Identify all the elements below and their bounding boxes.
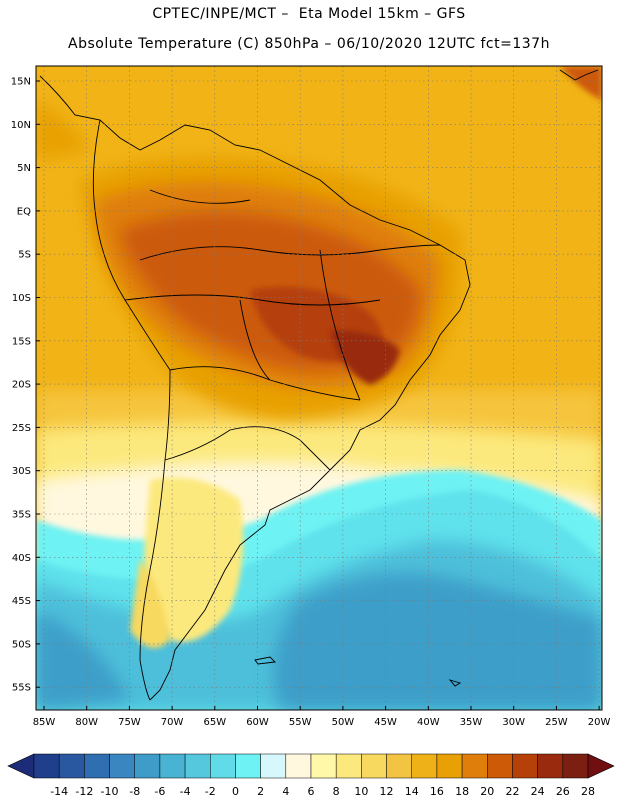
- colorbar-label: 2: [257, 785, 264, 798]
- colorbar-swatch: [58, 753, 85, 779]
- lat-label: 5N: [17, 163, 31, 174]
- temperature-field: [36, 66, 602, 710]
- colorbar-swatch: [260, 753, 287, 779]
- colorbar-label: 28: [581, 785, 595, 798]
- lat-label: 30S: [12, 466, 31, 477]
- colorbar-label: -2: [205, 785, 216, 798]
- latitude-labels: 15N 10N 5N EQ 5S 10S 15S 20S 25S 30S 35S 40S 45S 50S 5…: [11, 77, 40, 694]
- lon-label: 30W: [502, 717, 525, 728]
- lon-label: 70W: [161, 717, 184, 728]
- colorbar-right-arrow: [587, 753, 615, 779]
- colorbar-swatch: [487, 753, 513, 779]
- colorbar-label: 14: [405, 785, 419, 798]
- colorbar-swatch: [84, 753, 110, 779]
- lon-label: 80W: [75, 717, 98, 728]
- lon-label: 40W: [417, 717, 440, 728]
- lon-label: 25W: [545, 717, 568, 728]
- colorbar-swatch: [109, 753, 135, 779]
- lat-label: 40S: [12, 553, 31, 564]
- lon-label: 45W: [374, 717, 397, 728]
- colorbar-label: 18: [455, 785, 469, 798]
- colorbar-swatch: [210, 753, 236, 779]
- colorbar: -14 -12 -10 -8 -6 -4 -2 0 2 4 6 8 10 12 14 16 18 20 22 24 26…: [7, 753, 615, 798]
- colorbar-swatch: [134, 753, 161, 779]
- chart-title-line2: Absolute Temperature (C) 850hPa – 06/10/…: [68, 36, 550, 52]
- lon-label: 60W: [246, 717, 269, 728]
- colorbar-swatch: [335, 753, 362, 779]
- lat-label: 20S: [12, 380, 31, 391]
- colorbar-swatch: [512, 753, 538, 779]
- colorbar-label: -12: [75, 785, 93, 798]
- colorbar-label: 16: [430, 785, 444, 798]
- colorbar-swatch: [33, 753, 60, 779]
- lon-label: 65W: [203, 717, 226, 728]
- lat-label: 55S: [12, 683, 31, 694]
- colorbar-left-arrow: [7, 753, 35, 779]
- colorbar-swatch: [159, 753, 186, 779]
- colorbar-label: 0: [232, 785, 239, 798]
- lat-label: 10N: [11, 120, 31, 131]
- colorbar-label: -8: [129, 785, 140, 798]
- colorbar-swatch: [562, 753, 589, 779]
- lat-label: 10S: [12, 293, 31, 304]
- colorbar-swatch: [184, 753, 211, 779]
- lat-label: 35S: [12, 510, 31, 521]
- lat-label: 25S: [12, 423, 31, 434]
- colorbar-label: 24: [531, 785, 545, 798]
- longitude-labels: 85W 80W 75W 70W 65W 60W 55W 50W 45W 40W 35W 30W 25W 2…: [33, 706, 611, 728]
- map-frame: [35, 65, 603, 711]
- chart-title-line1: CPTEC/INPE/MCT – Eta Model 15km – GFS: [152, 6, 466, 22]
- colorbar-label: -6: [154, 785, 165, 798]
- colorbar-label: 4: [282, 785, 289, 798]
- colorbar-swatch: [235, 753, 261, 779]
- colorbar-label: 10: [354, 785, 368, 798]
- colorbar-swatch: [361, 753, 387, 779]
- lat-label: EQ: [17, 206, 31, 217]
- lon-label: 50W: [332, 717, 355, 728]
- lat-label: 45S: [12, 596, 31, 607]
- lat-label: 50S: [12, 639, 31, 650]
- colorbar-swatch: [285, 753, 312, 779]
- lon-label: 20W: [588, 717, 611, 728]
- colorbar-label: 6: [308, 785, 315, 798]
- colorbar-label: -14: [50, 785, 68, 798]
- coastlines: [39, 69, 599, 701]
- colorbar-swatch: [310, 753, 337, 779]
- colorbar-label: 12: [380, 785, 394, 798]
- colorbar-swatch: [436, 753, 463, 779]
- lon-label: 35W: [460, 717, 483, 728]
- lat-label: 5S: [18, 250, 31, 261]
- colorbar-label: 20: [480, 785, 494, 798]
- lon-label: 55W: [289, 717, 312, 728]
- lat-label: 15N: [11, 77, 31, 88]
- colorbar-label: 26: [556, 785, 570, 798]
- colorbar-label: -4: [180, 785, 191, 798]
- colorbar-swatch: [537, 753, 564, 779]
- colorbar-label: 22: [505, 785, 519, 798]
- colorbar-swatch: [411, 753, 438, 779]
- graticule: [36, 66, 602, 710]
- lat-label: 15S: [12, 336, 31, 347]
- lon-label: 75W: [118, 717, 141, 728]
- colorbar-label: -10: [101, 785, 119, 798]
- colorbar-swatch: [461, 753, 488, 779]
- lon-label: 85W: [33, 717, 56, 728]
- colorbar-swatch: [386, 753, 412, 779]
- colorbar-label: 8: [333, 785, 340, 798]
